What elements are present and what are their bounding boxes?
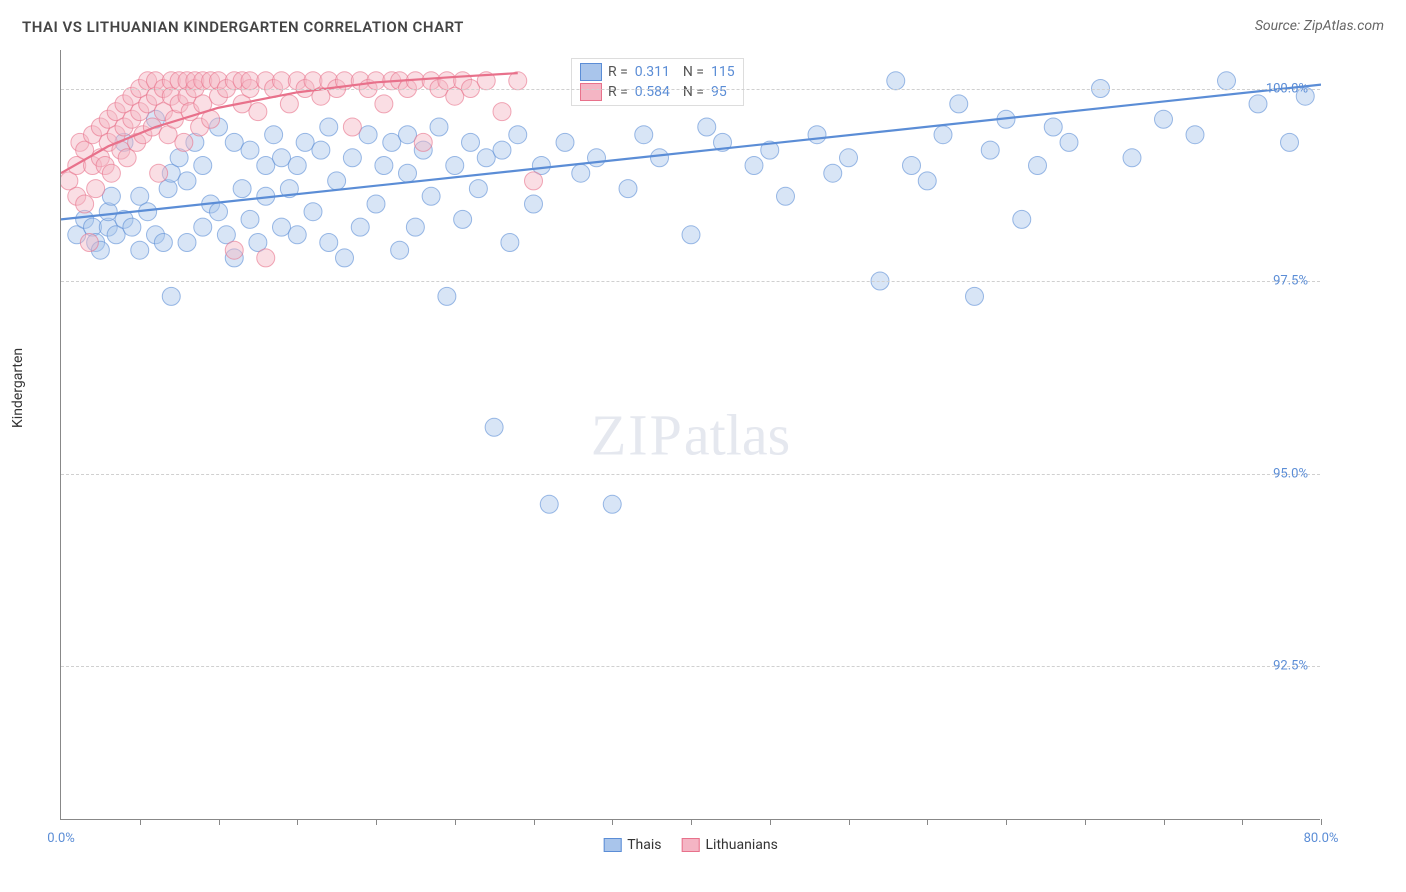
x-tick-mark <box>1085 819 1086 825</box>
x-tick-mark <box>1006 819 1007 825</box>
y-tick-label: 100.0% <box>1266 81 1308 96</box>
gridline <box>61 281 1320 282</box>
legend-r: R = 0.311 <box>608 64 670 80</box>
x-tick-mark <box>691 819 692 825</box>
x-tick-mark <box>612 819 613 825</box>
gridline <box>61 666 1320 667</box>
legend-item: Lithuanians <box>682 837 778 853</box>
correlation-legend: R = 0.311 N = 115 R = 0.584 N = 95 <box>571 58 744 106</box>
y-tick-label: 95.0% <box>1273 466 1308 481</box>
chart-title: THAI VS LITHUANIAN KINDERGARTEN CORRELAT… <box>22 18 464 36</box>
y-tick-label: 97.5% <box>1273 274 1308 289</box>
legend-n: N = 115 <box>676 64 735 80</box>
legend-row: R = 0.311 N = 115 <box>580 63 735 81</box>
x-tick-mark <box>1242 819 1243 825</box>
legend-swatch <box>603 838 621 852</box>
x-tick-mark <box>297 819 298 825</box>
x-tick-mark <box>140 819 141 825</box>
gridline <box>61 474 1320 475</box>
legend-swatch <box>580 83 602 101</box>
legend-series-name: Lithuanians <box>706 837 778 853</box>
x-tick-mark <box>534 819 535 825</box>
x-tick-mark <box>455 819 456 825</box>
gridline <box>61 89 1320 90</box>
legend-row: R = 0.584 N = 95 <box>580 83 735 101</box>
x-tick-mark <box>1321 819 1322 825</box>
legend-swatch <box>580 63 602 81</box>
legend-n: N = 95 <box>676 84 727 100</box>
legend-item: Thais <box>603 837 661 853</box>
x-tick-mark <box>219 819 220 825</box>
x-tick-mark <box>849 819 850 825</box>
x-tick-mark <box>1164 819 1165 825</box>
x-tick-mark <box>376 819 377 825</box>
legend-series-name: Thais <box>627 837 661 853</box>
scatter-svg <box>61 50 1321 820</box>
x-tick-mark <box>927 819 928 825</box>
legend-swatch <box>682 838 700 852</box>
x-tick-label: 0.0% <box>47 831 75 846</box>
x-tick-mark <box>770 819 771 825</box>
legend-r: R = 0.584 <box>608 84 670 100</box>
plot-area: ZIPatlas R = 0.311 N = 115 R = 0.584 N =… <box>60 50 1320 820</box>
y-tick-label: 92.5% <box>1273 659 1308 674</box>
x-tick-label: 80.0% <box>1304 831 1339 846</box>
source-label: Source: ZipAtlas.com <box>1255 18 1384 34</box>
y-axis-label: Kindergarten <box>10 348 26 428</box>
series-legend: Thais Lithuanians <box>603 837 778 853</box>
